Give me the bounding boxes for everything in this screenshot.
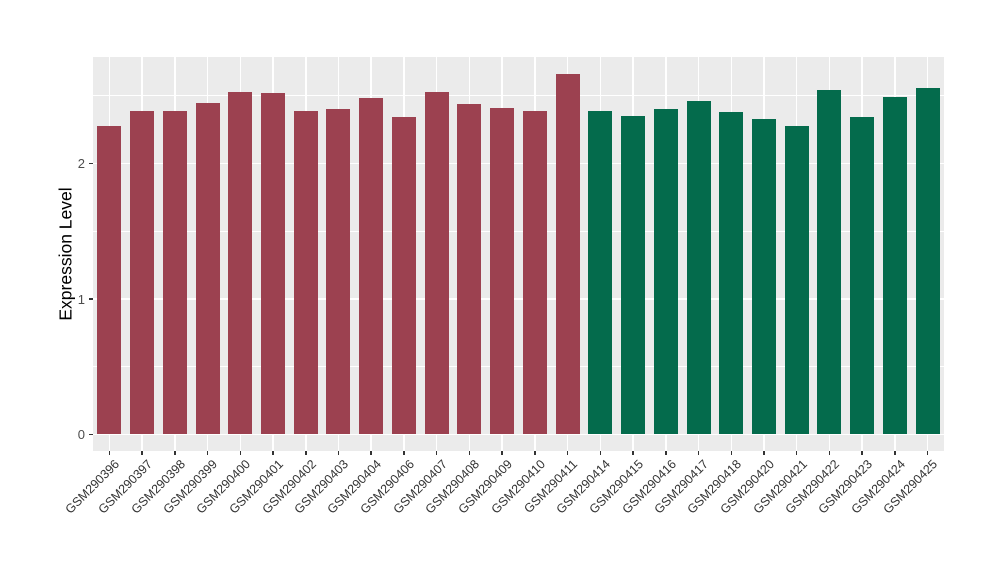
bar-GSM290409 <box>490 107 515 435</box>
y-tick-mark <box>89 433 93 436</box>
bar-GSM290407 <box>424 91 449 435</box>
bar-GSM290404 <box>359 98 384 435</box>
y-tick-mark <box>89 298 93 300</box>
x-tick-mark <box>763 451 765 455</box>
y-axis-tick-label: 0 <box>77 427 85 442</box>
bar-GSM290415 <box>621 116 646 435</box>
bar-GSM290421 <box>784 125 809 435</box>
x-tick-mark <box>206 451 209 455</box>
x-tick-mark <box>599 451 602 455</box>
x-tick-mark <box>632 451 634 455</box>
bar-GSM290414 <box>588 110 613 435</box>
y-axis-tick-label: 2 <box>77 156 85 171</box>
gridline-minor-y <box>93 230 944 232</box>
bar-GSM290422 <box>817 90 842 435</box>
bar-GSM290408 <box>457 103 482 435</box>
x-tick-mark <box>305 451 307 455</box>
bar-GSM290424 <box>882 97 907 435</box>
bar-GSM290396 <box>97 125 122 435</box>
x-tick-mark <box>370 451 372 455</box>
x-tick-mark <box>337 451 340 455</box>
x-tick-mark <box>272 451 274 455</box>
y-axis-tick-label: 1 <box>77 291 85 307</box>
bar-GSM290425 <box>915 87 940 435</box>
bar-GSM290416 <box>653 109 678 435</box>
bar-GSM290423 <box>850 117 875 435</box>
x-tick-mark <box>665 451 667 455</box>
x-tick-mark <box>174 451 176 455</box>
x-tick-mark <box>795 451 798 455</box>
x-tick-mark <box>468 451 471 455</box>
x-tick-mark <box>861 451 863 455</box>
x-tick-mark <box>926 451 929 455</box>
x-tick-mark <box>697 451 700 455</box>
bar-GSM290397 <box>130 110 155 435</box>
x-tick-mark <box>894 451 896 455</box>
bar-GSM290401 <box>261 93 286 435</box>
x-tick-mark <box>141 451 143 455</box>
x-tick-mark <box>534 451 536 455</box>
bar-GSM290417 <box>686 101 711 435</box>
bar-GSM290402 <box>293 110 318 435</box>
x-tick-mark <box>730 451 732 455</box>
bar-GSM290400 <box>228 91 253 435</box>
bar-GSM290420 <box>751 118 776 435</box>
gridline-minor-y <box>93 95 944 97</box>
gridline-major-y <box>93 298 944 300</box>
x-tick-mark <box>403 451 405 455</box>
x-tick-mark <box>566 451 569 455</box>
bar-GSM290406 <box>391 117 416 435</box>
plot-panel <box>93 57 944 451</box>
bar-GSM290418 <box>719 112 744 435</box>
x-tick-mark <box>239 451 242 455</box>
y-tick-mark <box>89 162 93 165</box>
bar-GSM290398 <box>162 110 187 435</box>
x-tick-mark <box>828 451 831 455</box>
bar-GSM290410 <box>522 110 547 435</box>
gridline-minor-y <box>93 366 944 368</box>
bar-GSM290411 <box>555 74 580 435</box>
x-tick-mark <box>108 451 111 455</box>
x-tick-mark <box>501 451 503 455</box>
bar-GSM290399 <box>195 102 220 435</box>
gridline-major-y <box>93 433 944 436</box>
bar-GSM290403 <box>326 109 351 435</box>
x-tick-mark <box>435 451 438 455</box>
gridline-major-y <box>93 162 944 165</box>
